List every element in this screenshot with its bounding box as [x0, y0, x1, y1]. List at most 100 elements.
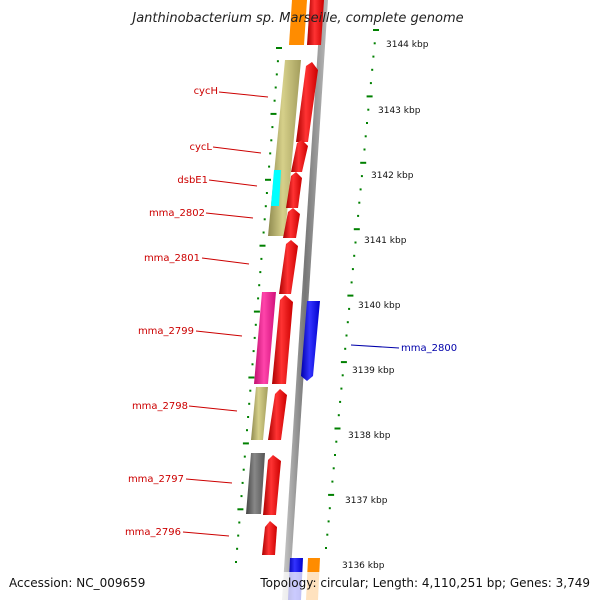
- outer-ring-dot: [345, 334, 348, 337]
- gene-label-mma-2801: mma_2801: [144, 253, 200, 264]
- outer-ring-dot: [373, 29, 379, 31]
- outer-ring-dot: [335, 440, 338, 443]
- gene-khaki-mma-2798: [251, 387, 268, 440]
- outer-ring-dot: [328, 507, 331, 510]
- outer-ring-dot: [327, 520, 330, 523]
- inner-ring-dot: [237, 508, 244, 511]
- outer-ring-dot: [339, 400, 342, 403]
- inner-ring-dot: [248, 402, 251, 405]
- inner-ring-dot: [237, 534, 240, 537]
- label-leaders: [182, 91, 400, 537]
- inner-ring-dot: [242, 442, 249, 445]
- inner-ring-dot: [273, 99, 276, 102]
- accession-text: Accession: NC_009659: [9, 576, 145, 590]
- gene-red-8: [263, 455, 281, 515]
- topology-text: Topology: circular; Length: 4,110,251 bp…: [259, 576, 590, 590]
- inner-ring-dot: [260, 257, 263, 260]
- outer-ring-dot: [332, 467, 335, 470]
- inner-ring-dot: [270, 139, 273, 142]
- gene-label-mma-2800: mma_2800: [401, 343, 457, 354]
- inner-ring-dot: [264, 205, 267, 208]
- footer-bg: [0, 572, 600, 600]
- outer-ring-dot: [348, 307, 351, 310]
- gene-blue-mma-2800: [301, 301, 320, 381]
- outer-ring-dot: [366, 122, 368, 124]
- gene-gray-mma-2797: [246, 453, 265, 514]
- tick-label-3139: 3139 kbp: [352, 366, 395, 376]
- inner-ring-dot: [235, 561, 237, 563]
- map-title: Janthinobacterium sp. Marseille, complet…: [129, 11, 463, 26]
- inner-ring-dot: [253, 336, 256, 339]
- gene-red-5: [279, 240, 298, 294]
- outer-ring-dot: [328, 493, 335, 496]
- outer-ring-dot: [357, 214, 360, 217]
- gene-red-1: [296, 62, 318, 142]
- tick-label-3138: 3138 kbp: [348, 431, 391, 441]
- outer-ring-dot: [353, 228, 360, 231]
- tick-label-3144: 3144 kbp: [386, 40, 429, 50]
- gene-red-mma-2796: [262, 521, 277, 555]
- inner-ring-dot: [238, 521, 241, 524]
- inner-ring-dot: [274, 86, 277, 89]
- inner-ring-dot: [259, 271, 262, 274]
- gene-label-mma-2802: mma_2802: [149, 208, 205, 219]
- inner-ring-dot: [243, 455, 246, 458]
- outer-ring-dot: [358, 201, 361, 204]
- tick-label-3142: 3142 kbp: [371, 171, 414, 181]
- feature-top-orange: [289, 0, 307, 45]
- inner-ring-dot: [242, 468, 245, 471]
- inner-ring-dot: [248, 376, 255, 379]
- outer-ring-dot: [344, 347, 347, 350]
- inner-ring-dot: [254, 323, 257, 326]
- inner-ring-dot: [236, 547, 239, 550]
- inner-ring-dot: [265, 192, 268, 194]
- outer-ring-dot: [350, 281, 353, 284]
- tick-label-3137: 3137 kbp: [345, 496, 388, 506]
- outer-ring-dot: [364, 135, 367, 138]
- inner-ring-dot: [257, 297, 260, 300]
- outer-ring-dot: [366, 95, 373, 98]
- tick-label-3141: 3141 kbp: [364, 236, 407, 246]
- inner-ring-dot: [259, 244, 266, 247]
- outer-ring-dot: [334, 427, 341, 430]
- feature-top-red: [307, 0, 324, 45]
- gene-red-2: [291, 140, 308, 172]
- inner-ring-dot: [270, 112, 277, 115]
- outer-ring-dot: [360, 161, 367, 164]
- gene-red-7: [268, 389, 287, 440]
- gene-label-mma-2796: mma_2796: [125, 527, 181, 538]
- gene-label-mma-2798: mma_2798: [132, 401, 188, 412]
- outer-ring-dot: [326, 533, 329, 536]
- gene-label-cych: cycH: [194, 86, 218, 97]
- gene-magenta-mma-2799: [254, 292, 276, 384]
- inner-ring-dot: [247, 416, 250, 418]
- backbone-axis: [282, 0, 328, 600]
- outer-ring-dot: [372, 55, 375, 58]
- outer-ring-dot: [340, 387, 343, 390]
- inner-ring-dot: [268, 165, 271, 168]
- inner-ring-dot: [276, 47, 282, 49]
- gene-label-cycl: cycL: [190, 142, 213, 153]
- outer-ring-dot: [325, 547, 327, 549]
- tick-label-3140: 3140 kbp: [358, 301, 401, 311]
- gene-label-mma-2797: mma_2797: [128, 474, 184, 485]
- gene-label-mma-2799: mma_2799: [138, 326, 194, 337]
- outer-ring-dot: [369, 82, 372, 85]
- inner-ring-dot: [251, 363, 254, 366]
- inner-ring-dot: [263, 218, 266, 221]
- outer-ring-dot: [359, 188, 362, 191]
- tick-label-3136: 3136 kbp: [342, 561, 385, 571]
- inner-ring-dot: [269, 152, 272, 155]
- outer-ring-dot: [367, 108, 370, 111]
- gene-cyan-dsbe1: [271, 170, 281, 206]
- inner-ring-dot: [252, 350, 255, 353]
- outer-ring-dot: [334, 454, 336, 456]
- inner-ring-dot: [275, 73, 278, 76]
- tick-label-3143: 3143 kbp: [378, 106, 421, 116]
- inner-ring-dot: [276, 60, 279, 63]
- outer-ring-dot: [346, 321, 349, 324]
- outer-ring-dot: [371, 68, 374, 71]
- dotted-ring-outer: [325, 29, 379, 549]
- inner-ring-dot: [271, 126, 274, 129]
